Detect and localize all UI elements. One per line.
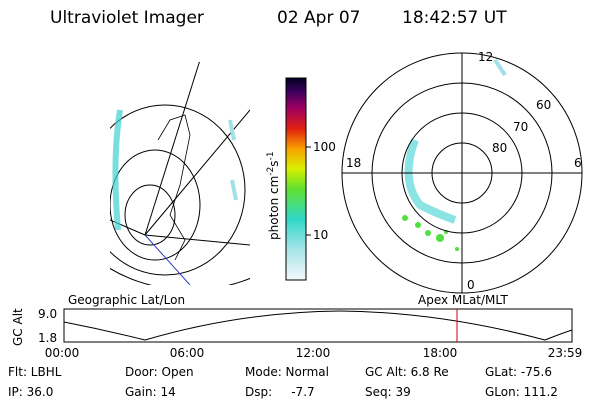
info-item: IP: 36.0 <box>8 385 53 399</box>
info-item: Mode: Normal <box>245 365 329 379</box>
y-tick-label: 1.8 <box>38 331 57 345</box>
x-tick-label: 00:00 <box>45 346 80 360</box>
time: 18:42:57 UT <box>402 8 507 28</box>
colorbar-tick: 100 <box>313 140 336 154</box>
x-tick-label: 06:00 <box>170 346 205 360</box>
mlat-label: 60 <box>536 98 551 112</box>
y-label: GC Alt <box>11 308 25 346</box>
header: Ultraviolet Imager 02 Apr 07 18:42:57 UT <box>50 8 507 28</box>
x-tick-label: 12:00 <box>296 346 331 360</box>
geographic-map: Geographic Lat/Lon <box>68 61 250 307</box>
info-item: GC Alt: 6.8 Re <box>365 365 449 379</box>
map-label: Geographic Lat/Lon <box>68 293 185 307</box>
unit: photon cm <box>267 176 281 240</box>
polar-plot: 12 18 6 0 80 70 60 Apex MLat/MLT <box>341 50 583 307</box>
info-item: GLon: 111.2 <box>485 385 558 399</box>
info-item: Dsp: -7.7 <box>245 385 315 399</box>
title: Ultraviolet Imager <box>50 8 204 28</box>
info-item: Door: Open <box>125 365 194 379</box>
date: 02 Apr 07 <box>277 8 360 28</box>
polar-label: Apex MLat/MLT <box>418 293 508 307</box>
info-item: GLat: -75.6 <box>485 365 552 379</box>
x-tick-label: 18:00 <box>423 346 458 360</box>
colorbar-label: photon cm-2s-1 <box>266 151 281 240</box>
colorbar-tick: 10 <box>313 228 328 242</box>
y-tick-label: 9.0 <box>38 307 57 321</box>
info-item: Flt: LBHL <box>8 365 62 379</box>
info: Flt: LBHL Door: Open Mode: Normal GC Alt… <box>8 365 558 399</box>
unit: -2 <box>266 167 276 176</box>
mlt-label: 12 <box>478 50 493 64</box>
mlt-label: 6 <box>574 156 582 170</box>
unit: s <box>267 160 281 166</box>
mlat-label: 70 <box>513 120 528 134</box>
info-item: Gain: 14 <box>125 385 176 399</box>
x-tick-label: 23:59 <box>548 346 583 360</box>
info-item: Seq: 39 <box>365 385 411 399</box>
timeline: GC Alt 9.0 1.8 00:00 06:00 12:00 18:00 2… <box>11 307 582 360</box>
mlt-label: 18 <box>346 156 361 170</box>
colorbar: 100 10 photon cm-2s-1 <box>266 77 336 281</box>
mlt-label: 0 <box>467 278 475 292</box>
mlat-label: 80 <box>492 141 507 155</box>
unit: -1 <box>266 151 276 160</box>
